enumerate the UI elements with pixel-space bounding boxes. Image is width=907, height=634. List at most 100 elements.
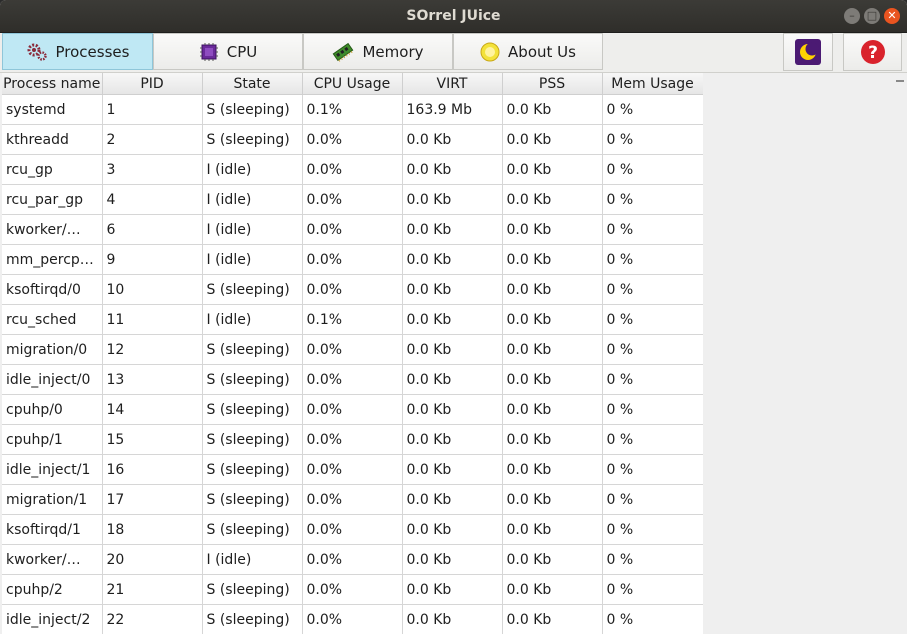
table-row[interactable]: kworker/… 20 I (idle) 0.0% 0.0 Kb 0.0 Kb 0 % [2, 544, 703, 575]
cell-virt: 0.0 Kb [402, 274, 503, 305]
table-row[interactable]: kthreadd 2 S (sleeping) 0.0% 0.0 Kb 0.0 Kb 0 % [2, 124, 703, 155]
close-button[interactable]: ✕ [884, 8, 900, 24]
cell-pid: 2 [102, 124, 203, 155]
table-row[interactable]: rcu_sched 11 I (idle) 0.1% 0.0 Kb 0.0 Kb 0 % [2, 304, 703, 335]
cell-state: S (sleeping) [202, 424, 303, 455]
column-header-cpu-usage[interactable]: CPU Usage [302, 73, 403, 95]
cell-pss: 0.0 Kb [502, 484, 603, 515]
cell-process-name: migration/0 [2, 334, 103, 365]
cell-mem-usage: 0 % [602, 574, 703, 605]
table-row[interactable]: idle_inject/2 22 S (sleeping) 0.0% 0.0 Kb 0.0… [2, 604, 703, 634]
minimize-button[interactable]: – [844, 8, 860, 24]
table-row[interactable]: systemd 1 S (sleeping) 0.1% 163.9 Mb 0.0 Kb 0 … [2, 94, 703, 125]
cell-process-name: mm_percp… [2, 244, 103, 275]
column-header-pss[interactable]: PSS [502, 73, 603, 95]
cell-process-name: cpuhp/1 [2, 424, 103, 455]
cell-state: S (sleeping) [202, 574, 303, 605]
title-bar[interactable]: SOrrel JUice – □ ✕ [0, 0, 907, 33]
process-table-container[interactable]: Process name PID State CPU Usage VIRT PS… [2, 73, 703, 634]
cell-pid: 15 [102, 424, 203, 455]
tab-about-us[interactable]: About Us [453, 33, 603, 70]
close-icon: ✕ [887, 9, 897, 22]
cell-pss: 0.0 Kb [502, 544, 603, 575]
cell-state: S (sleeping) [202, 394, 303, 425]
cell-pss: 0.0 Kb [502, 274, 603, 305]
table-row[interactable]: idle_inject/0 13 S (sleeping) 0.0% 0.0 Kb 0.0… [2, 364, 703, 395]
maximize-icon: □ [866, 9, 878, 22]
table-row[interactable]: cpuhp/2 21 S (sleeping) 0.0% 0.0 Kb 0.0 Kb 0 % [2, 574, 703, 605]
table-row[interactable]: rcu_par_gp 4 I (idle) 0.0% 0.0 Kb 0.0 Kb 0 % [2, 184, 703, 215]
cell-state: S (sleeping) [202, 604, 303, 634]
cell-pss: 0.0 Kb [502, 244, 603, 275]
cell-cpu-usage: 0.1% [302, 94, 403, 125]
cell-virt: 0.0 Kb [402, 304, 503, 335]
help-button[interactable]: ? [843, 33, 902, 71]
table-row[interactable]: kworker/… 6 I (idle) 0.0% 0.0 Kb 0.0 Kb 0 % [2, 214, 703, 245]
cell-process-name: idle_inject/1 [2, 454, 103, 485]
cell-pss: 0.0 Kb [502, 604, 603, 634]
cell-virt: 0.0 Kb [402, 394, 503, 425]
cell-pid: 16 [102, 454, 203, 485]
cell-mem-usage: 0 % [602, 154, 703, 185]
cell-process-name: rcu_par_gp [2, 184, 103, 215]
cell-state: S (sleeping) [202, 454, 303, 485]
cell-pss: 0.0 Kb [502, 184, 603, 215]
gears-icon [27, 43, 47, 61]
cell-pss: 0.0 Kb [502, 94, 603, 125]
cell-process-name: idle_inject/0 [2, 364, 103, 395]
tab-processes-label: Processes [55, 42, 130, 61]
column-header-process-name[interactable]: Process name [2, 73, 103, 95]
scrollbar-indicator[interactable] [896, 80, 904, 82]
cell-mem-usage: 0 % [602, 424, 703, 455]
cell-process-name: rcu_gp [2, 154, 103, 185]
table-row[interactable]: idle_inject/1 16 S (sleeping) 0.0% 0.0 Kb 0.0… [2, 454, 703, 485]
cell-cpu-usage: 0.0% [302, 274, 403, 305]
cell-cpu-usage: 0.0% [302, 364, 403, 395]
cell-virt: 0.0 Kb [402, 544, 503, 575]
cell-virt: 0.0 Kb [402, 214, 503, 245]
tab-cpu[interactable]: CPU [153, 33, 303, 70]
cell-cpu-usage: 0.0% [302, 394, 403, 425]
help-icon: ? [860, 40, 885, 64]
cell-virt: 0.0 Kb [402, 574, 503, 605]
table-row[interactable]: migration/1 17 S (sleeping) 0.0% 0.0 Kb 0.0 K… [2, 484, 703, 515]
moon-icon [795, 39, 821, 65]
table-row[interactable]: ksoftirqd/1 18 S (sleeping) 0.0% 0.0 Kb 0.0 K… [2, 514, 703, 545]
tab-processes[interactable]: Processes [2, 33, 153, 70]
table-row[interactable]: cpuhp/1 15 S (sleeping) 0.0% 0.0 Kb 0.0 Kb 0 % [2, 424, 703, 455]
theme-toggle-button[interactable] [783, 33, 833, 71]
cell-pss: 0.0 Kb [502, 424, 603, 455]
window-title: SOrrel JUice [406, 8, 501, 24]
cell-cpu-usage: 0.1% [302, 304, 403, 335]
cell-state: S (sleeping) [202, 334, 303, 365]
maximize-button[interactable]: □ [864, 8, 880, 24]
tab-memory[interactable]: Memory [303, 33, 453, 70]
cell-pid: 17 [102, 484, 203, 515]
cell-virt: 0.0 Kb [402, 454, 503, 485]
table-row[interactable]: cpuhp/0 14 S (sleeping) 0.0% 0.0 Kb 0.0 Kb 0 % [2, 394, 703, 425]
table-row[interactable]: ksoftirqd/0 10 S (sleeping) 0.0% 0.0 Kb 0.0 K… [2, 274, 703, 305]
cell-mem-usage: 0 % [602, 184, 703, 215]
cell-mem-usage: 0 % [602, 604, 703, 634]
column-header-state[interactable]: State [202, 73, 303, 95]
cell-mem-usage: 0 % [602, 364, 703, 395]
cell-cpu-usage: 0.0% [302, 424, 403, 455]
cell-process-name: kworker/… [2, 214, 103, 245]
column-header-pid[interactable]: PID [102, 73, 203, 95]
column-header-mem-usage[interactable]: Mem Usage [602, 73, 703, 95]
toolbar: Processes CPU Memory [0, 33, 907, 73]
cell-pid: 14 [102, 394, 203, 425]
cell-pid: 18 [102, 514, 203, 545]
table-header: Process name PID State CPU Usage VIRT PS… [2, 73, 703, 95]
table-row[interactable]: rcu_gp 3 I (idle) 0.0% 0.0 Kb 0.0 Kb 0 % [2, 154, 703, 185]
table-row[interactable]: mm_percp… 9 I (idle) 0.0% 0.0 Kb 0.0 Kb 0 % [2, 244, 703, 275]
cell-pss: 0.0 Kb [502, 304, 603, 335]
memory-module-icon [333, 42, 354, 62]
cell-cpu-usage: 0.0% [302, 454, 403, 485]
cell-process-name: cpuhp/2 [2, 574, 103, 605]
table-row[interactable]: migration/0 12 S (sleeping) 0.0% 0.0 Kb 0.0 K… [2, 334, 703, 365]
cell-process-name: migration/1 [2, 484, 103, 515]
cell-process-name: ksoftirqd/0 [2, 274, 103, 305]
column-header-virt[interactable]: VIRT [402, 73, 503, 95]
cell-cpu-usage: 0.0% [302, 544, 403, 575]
